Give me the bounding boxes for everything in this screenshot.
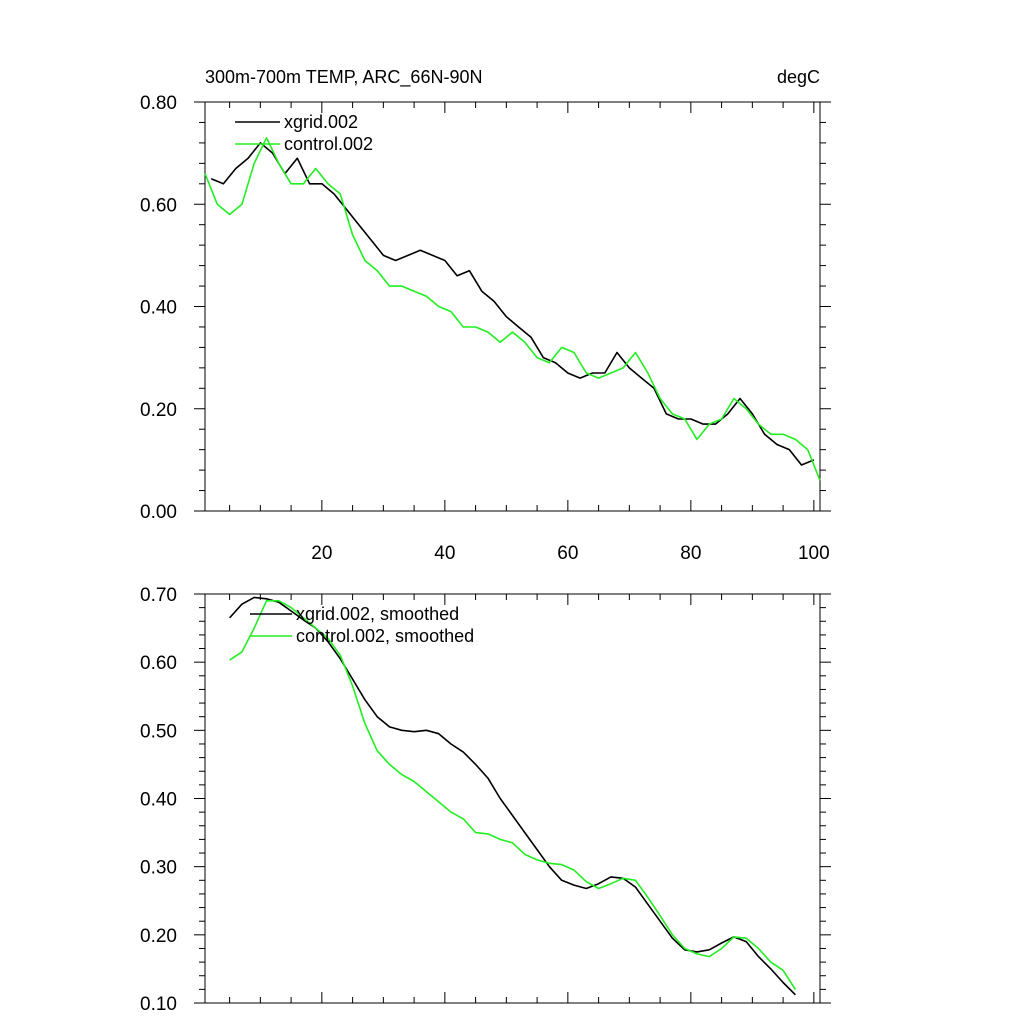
series-line-1: [229, 599, 797, 990]
x-tick-label: 100: [798, 543, 830, 564]
y-tick-label: 0.20: [140, 400, 177, 421]
legend-label-xgrid: xgrid.002: [284, 112, 358, 132]
top-legend: xgrid.002 control.002: [235, 112, 373, 154]
top-plot-frame: [204, 101, 821, 512]
y-tick-label: 0.60: [140, 653, 177, 674]
top-tick-labels: 0.00 0.20 0.40 0.60 0.80 20 40 60 80 100: [140, 93, 830, 564]
x-tick-label: 20: [311, 543, 332, 564]
series-line-1: [204, 137, 821, 481]
y-tick-label: 0.10: [140, 994, 177, 1015]
legend-label-control: control.002: [284, 134, 373, 154]
y-tick-label: 0.70: [140, 585, 177, 606]
bottom-chart: 0.10 0.20 0.30 0.40 0.50 0.60 0.70 xgrid.002, …: [140, 585, 831, 1015]
x-tick-label: 40: [434, 543, 455, 564]
y-tick-label: 0.40: [140, 298, 177, 319]
bottom-legend: xgrid.002, smoothed control.002, smoothe…: [250, 604, 474, 646]
bottom-tick-labels: 0.10 0.20 0.30 0.40 0.50 0.60 0.70: [140, 585, 177, 1015]
x-tick-label: 80: [680, 543, 701, 564]
y-tick-label: 0.40: [140, 790, 177, 811]
y-tick-label: 0.30: [140, 858, 177, 879]
legend-label-xgrid-smoothed: xgrid.002, smoothed: [296, 604, 459, 624]
y-tick-label: 0.50: [140, 721, 177, 742]
top-ticks: [194, 101, 831, 512]
x-tick-label: 60: [557, 543, 578, 564]
y-tick-label: 0.20: [140, 926, 177, 947]
top-chart: 300m-700m TEMP, ARC_66N-90N degC 0.00 0.2…: [140, 67, 831, 564]
top-series: [204, 137, 821, 481]
series-line-0: [229, 596, 796, 996]
y-tick-label: 0.80: [140, 93, 177, 114]
bottom-series: [229, 596, 797, 996]
y-tick-label: 0.00: [140, 502, 177, 523]
top-chart-units: degC: [777, 67, 820, 87]
legend-label-control-smoothed: control.002, smoothed: [296, 626, 474, 646]
series-line-0: [210, 142, 815, 466]
bottom-ticks: [194, 593, 831, 1004]
y-tick-label: 0.60: [140, 195, 177, 216]
top-chart-title: 300m-700m TEMP, ARC_66N-90N: [205, 67, 482, 88]
